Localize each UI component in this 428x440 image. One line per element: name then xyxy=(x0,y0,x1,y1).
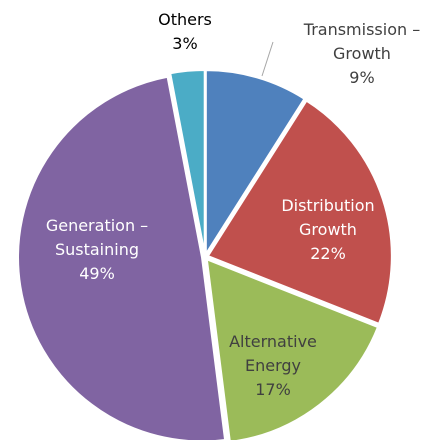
pie-slice xyxy=(169,69,206,255)
slice-label: Distribution Growth 22% xyxy=(268,194,388,266)
value-label: 3% xyxy=(172,34,198,53)
slice-label: Others 3% xyxy=(145,8,225,56)
slice-label: Alternative Energy 17% xyxy=(213,330,333,402)
category-label: Others xyxy=(158,10,212,29)
pie-slice xyxy=(206,99,393,326)
pie-slice xyxy=(205,257,380,440)
value-label: 9% xyxy=(349,68,375,87)
slice-label: Generation – Sustaining 49% xyxy=(17,214,177,286)
pie-slice xyxy=(204,69,306,258)
category-label: Distribution Growth xyxy=(281,196,375,239)
leader-line xyxy=(261,41,274,77)
category-label: Generation – Sustaining xyxy=(45,216,149,259)
pie-slice xyxy=(17,75,227,440)
category-label: Transmission – Growth xyxy=(303,20,421,63)
value-label: 49% xyxy=(79,264,115,283)
value-label: 22% xyxy=(310,244,346,263)
value-label: 17% xyxy=(255,380,291,399)
slice-label: Transmission – Growth 9% xyxy=(292,18,428,90)
category-label: Alternative Energy xyxy=(229,332,317,375)
